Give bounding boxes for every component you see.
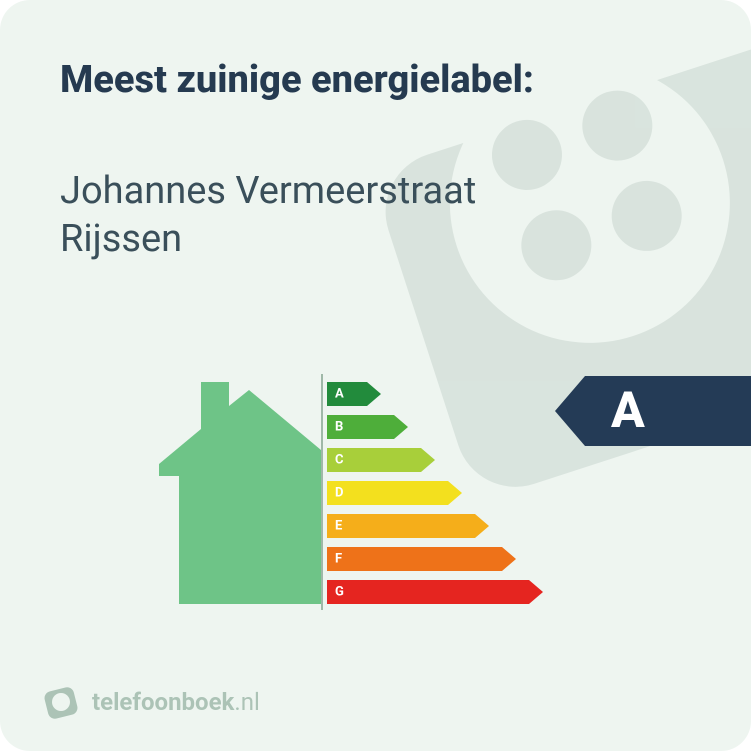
bar-body (327, 514, 475, 538)
bar-arrowhead (529, 580, 543, 604)
footer-brand: telefoonboek.nl (44, 683, 260, 721)
bar-arrowhead (421, 448, 435, 472)
bar-label: C (335, 453, 344, 468)
bar-arrowhead (475, 514, 489, 538)
address-block: Johannes Vermeerstraat Rijssen (60, 168, 476, 263)
energy-label-diagram: A B C D E F G (155, 378, 595, 606)
bar-label: G (335, 585, 344, 600)
bar-label: E (335, 519, 342, 534)
bar-label: B (335, 420, 343, 435)
bar-body (327, 481, 448, 505)
bar-arrowhead (502, 547, 516, 571)
house-icon (155, 376, 335, 608)
bar-arrowhead (394, 415, 408, 439)
result-letter: A (611, 382, 645, 440)
result-badge-body (585, 376, 751, 446)
result-badge: A (555, 376, 751, 446)
bar-label: F (335, 552, 342, 567)
bar-arrowhead (367, 382, 381, 406)
bar-label: A (335, 387, 344, 402)
result-badge-notch (555, 376, 585, 446)
footer-brand-name: telefoonboek (92, 688, 234, 716)
bar-body (327, 382, 367, 406)
footer-logo-icon (44, 683, 82, 721)
footer-brand-text: telefoonboek.nl (92, 688, 260, 716)
address-line-2: Rijssen (60, 216, 476, 264)
bar-body (327, 580, 529, 604)
footer-brand-domain: .nl (234, 688, 259, 716)
bar-body (327, 547, 502, 571)
energy-label-card: Meest zuinige energielabel: Johannes Ver… (0, 0, 751, 751)
bar-label: D (335, 486, 343, 501)
bar-arrowhead (448, 481, 462, 505)
chart-divider (321, 374, 323, 610)
address-line-1: Johannes Vermeerstraat (60, 168, 476, 216)
card-title: Meest zuinige energielabel: (60, 58, 534, 102)
